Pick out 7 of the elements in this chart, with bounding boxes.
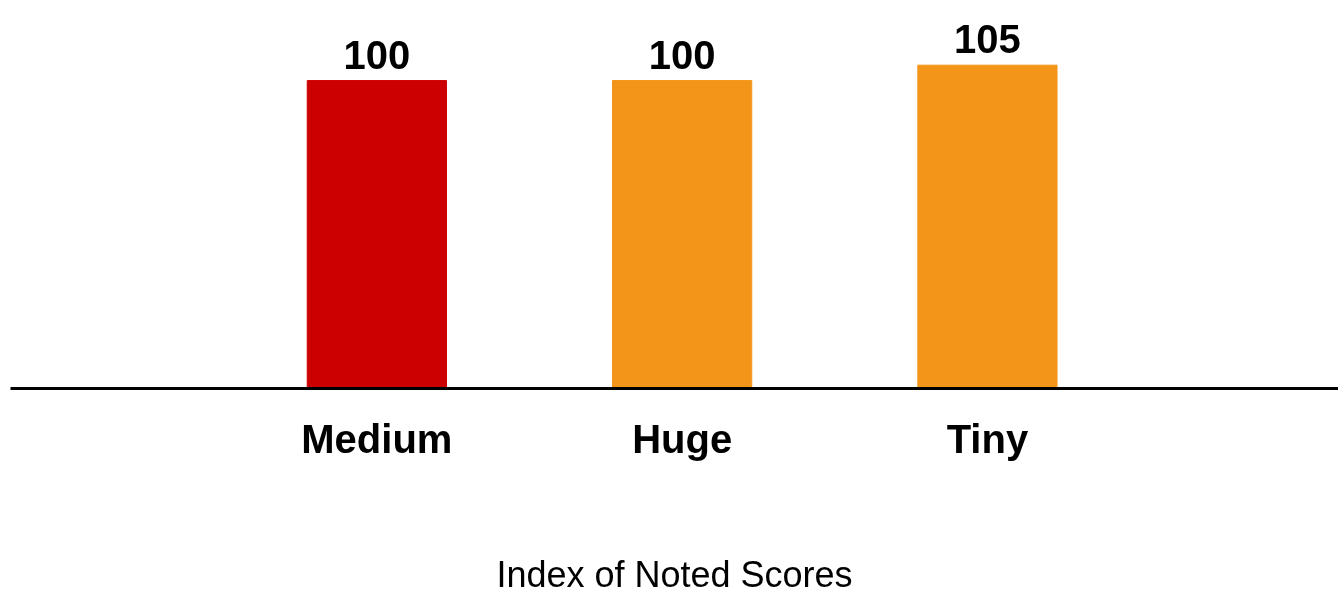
x-axis-title: Index of Noted Scores bbox=[496, 553, 853, 595]
x-tick-label: Tiny bbox=[946, 416, 1029, 461]
data-label: 100 bbox=[343, 32, 411, 77]
data-label: 105 bbox=[954, 17, 1021, 62]
data-label: 100 bbox=[648, 32, 716, 77]
x-tick-label: Huge bbox=[632, 416, 733, 461]
x-tick-label: Medium bbox=[301, 416, 453, 461]
